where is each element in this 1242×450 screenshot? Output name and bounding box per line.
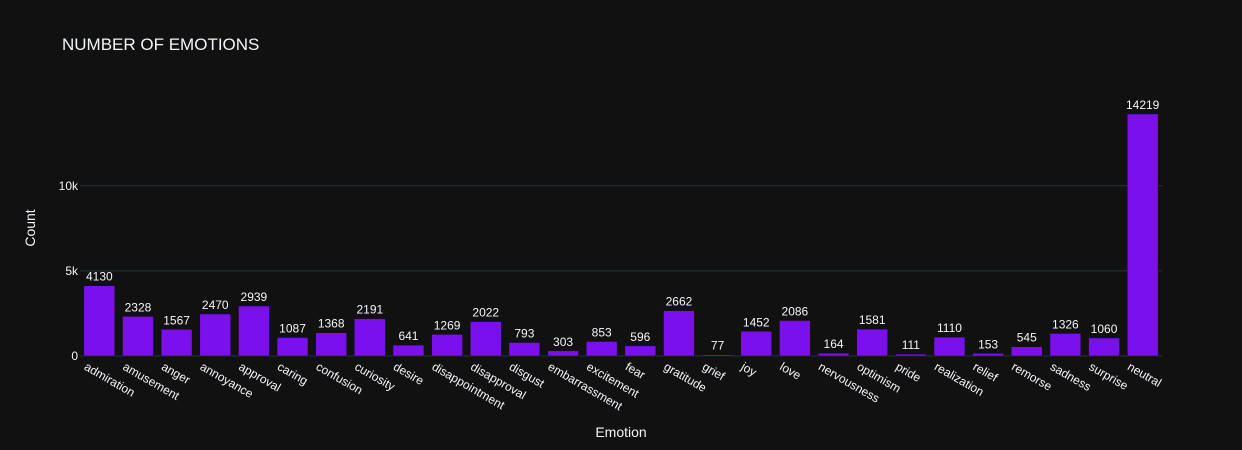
y-tick-label: 10k xyxy=(59,179,79,193)
data-label-remorse: 545 xyxy=(1017,331,1037,345)
x-tick-label-surprise: surprise xyxy=(1087,359,1131,393)
data-label-sadness: 1326 xyxy=(1052,317,1079,331)
data-label-love: 2086 xyxy=(782,304,809,318)
data-label-relief: 153 xyxy=(978,337,998,351)
x-tick-label-remorse: remorse xyxy=(1009,359,1054,393)
bar-disapproval xyxy=(470,321,502,357)
bar-approval xyxy=(238,305,270,357)
data-label-pride: 111 xyxy=(902,338,921,352)
data-label-fear: 596 xyxy=(630,330,650,344)
data-label-optimism: 1581 xyxy=(859,313,886,327)
bar-nervousness xyxy=(817,352,850,357)
x-tick-label-gratitude: gratitude xyxy=(661,359,709,395)
data-label-gratitude: 2662 xyxy=(666,295,693,309)
data-label-amusement: 2328 xyxy=(125,300,152,314)
data-label-approval: 2939 xyxy=(241,290,268,304)
data-labels: 4130 2328 1567 2470 2939 1087 1368 2191 641 1269 2… xyxy=(86,98,1160,353)
chart-title: NUMBER OF EMOTIONS xyxy=(62,35,259,54)
bar-remorse xyxy=(1011,346,1043,357)
bar-admiration xyxy=(83,285,116,357)
data-label-desire: 641 xyxy=(398,329,418,343)
data-label-grief: 77 xyxy=(711,339,725,353)
data-label-confusion: 1368 xyxy=(318,317,345,331)
data-label-joy: 1452 xyxy=(743,315,770,329)
y-tick-label: 5k xyxy=(65,264,79,278)
data-label-neutral: 14219 xyxy=(1126,98,1160,112)
x-tick-label-fear: fear xyxy=(623,359,648,381)
bar-neutral xyxy=(1126,113,1159,357)
bar-pride xyxy=(895,353,927,357)
data-label-disappointment: 1269 xyxy=(434,318,461,332)
bar-surprise xyxy=(1088,337,1120,357)
bar-joy xyxy=(740,331,772,357)
x-tick-label-joy: joy xyxy=(738,359,759,379)
x-tick-label-sadness: sadness xyxy=(1048,359,1094,393)
bar-sadness xyxy=(1049,333,1082,357)
y-axis-ticks: 0 5k 10k xyxy=(59,179,79,363)
bar-amusement xyxy=(122,316,154,357)
bar-disappointment xyxy=(431,334,463,357)
x-tick-label-neutral: neutral xyxy=(1125,359,1164,389)
data-label-excitement: 853 xyxy=(592,325,612,339)
bar-embarrassment xyxy=(547,350,579,357)
bars xyxy=(83,113,1159,357)
bar-confusion xyxy=(315,332,347,357)
bar-disgust xyxy=(508,342,541,357)
bar-caring xyxy=(276,337,309,357)
x-tick-label-love: love xyxy=(777,359,803,382)
bar-optimism xyxy=(856,328,888,357)
data-label-admiration: 4130 xyxy=(86,270,113,284)
bar-love xyxy=(779,320,811,357)
x-axis-title: Emotion xyxy=(595,424,646,440)
bar-gratitude xyxy=(663,310,695,357)
bar-grief xyxy=(701,354,734,357)
data-label-surprise: 1060 xyxy=(1091,322,1118,336)
bar-fear xyxy=(624,345,657,357)
data-label-anger: 1567 xyxy=(163,313,190,327)
data-label-realization: 1110 xyxy=(937,321,962,335)
data-label-caring: 1087 xyxy=(279,321,306,335)
y-tick-label: 0 xyxy=(71,349,78,363)
data-label-annoyance: 2470 xyxy=(202,298,229,312)
bar-excitement xyxy=(585,341,618,357)
data-label-nervousness: 164 xyxy=(824,337,844,351)
bar-desire xyxy=(392,344,425,357)
bar-anger xyxy=(160,329,193,357)
y-axis-title: Count xyxy=(22,209,38,246)
data-label-disapproval: 2022 xyxy=(472,306,499,320)
x-tick-label-desire: desire xyxy=(391,359,427,388)
bar-curiosity xyxy=(354,318,386,357)
bar-annoyance xyxy=(199,313,231,357)
bar-realization xyxy=(933,336,966,357)
data-label-embarrassment: 303 xyxy=(553,335,573,349)
bar-relief xyxy=(972,353,1004,357)
data-label-disgust: 793 xyxy=(514,327,534,341)
data-label-curiosity: 2191 xyxy=(356,303,383,317)
